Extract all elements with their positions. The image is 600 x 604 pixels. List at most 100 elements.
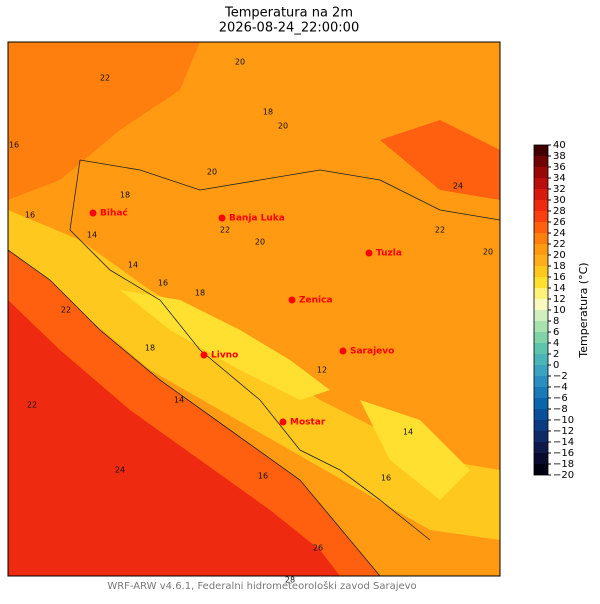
map — [8, 42, 500, 576]
colorbar-tick-label: 30 — [553, 195, 566, 206]
colorbar-band — [534, 288, 548, 299]
contour-label: 14 — [128, 261, 138, 270]
city-label: Bihać — [100, 208, 128, 219]
contour-label: 16 — [381, 474, 391, 483]
contour-label: 20 — [278, 122, 288, 131]
contour-label: 14 — [174, 396, 184, 405]
title: Temperatura na 2m — [224, 6, 353, 21]
colorbar-tick-label: 4 — [553, 338, 559, 349]
colorbar-tick-label: −12 — [553, 426, 574, 437]
contour-label: 18 — [195, 289, 205, 298]
colorbar-tick-label: 22 — [553, 239, 566, 250]
colorbar-tick-label: 36 — [553, 162, 566, 173]
colorbar-band — [534, 156, 548, 167]
colorbar-band — [534, 222, 548, 233]
warm-zone — [8, 42, 200, 200]
contour-label: 22 — [61, 306, 71, 315]
colorbar-tick-label: 26 — [553, 217, 566, 228]
contour-label: 24 — [453, 182, 463, 191]
colorbar-band — [534, 178, 548, 189]
colorbar-tick-label: 0 — [553, 360, 559, 371]
city-marker — [279, 418, 287, 426]
contour-label: 20 — [235, 58, 245, 67]
warm-zone — [380, 120, 500, 200]
footer: WRF-ARW v4.6.1, Federalni hidrometeorolo… — [107, 580, 416, 592]
colorbar-tick-label: −20 — [553, 470, 574, 481]
colorbar-tick-label: 6 — [553, 327, 559, 338]
colorbar-tick-label: 8 — [553, 316, 559, 327]
colorbar-tick-label: −14 — [553, 437, 574, 448]
colorbar-band — [534, 277, 548, 288]
city-marker — [89, 209, 97, 217]
city-marker — [218, 214, 226, 222]
colorbar-tick-label: 28 — [553, 206, 566, 217]
colorbar-tick-label: 12 — [553, 294, 566, 305]
colorbar-band — [534, 321, 548, 332]
colorbar-tick-label: −16 — [553, 448, 574, 459]
contour-label: 12 — [317, 366, 327, 375]
colorbar-tick-label: −10 — [553, 415, 574, 426]
contour-label: 16 — [9, 141, 19, 150]
colorbar-band — [534, 420, 548, 431]
cool-zone — [120, 290, 330, 400]
colorbar-band — [534, 200, 548, 211]
colorbar-tick-label: −8 — [553, 404, 568, 415]
contour-label: 16 — [258, 472, 268, 481]
colorbar-band — [534, 409, 548, 420]
city-label: Mostar — [290, 418, 326, 428]
map-frame — [7, 41, 501, 577]
colorbar-band — [534, 365, 548, 376]
colorbar-label: Temperatura (°C) — [577, 262, 590, 358]
colorbar-band — [534, 211, 548, 222]
contour-label: 22 — [435, 226, 445, 235]
contour-label: 22 — [220, 226, 230, 235]
colorbar-band — [534, 145, 548, 156]
colorbar-band — [534, 354, 548, 365]
colorbar-band — [534, 376, 548, 387]
colorbar-tick-label: 10 — [553, 305, 566, 316]
contour-label: 20 — [483, 248, 493, 257]
contour-label: 20 — [255, 238, 265, 247]
city-marker — [339, 347, 347, 355]
colorbar-tick-label: 40 — [553, 140, 566, 151]
contour-label: 22 — [27, 401, 37, 410]
city-label: Banja Luka — [229, 214, 285, 224]
contour-label: 14 — [403, 428, 413, 437]
city-label: Zenica — [299, 296, 333, 306]
contour-label: 28 — [285, 576, 295, 585]
contour-label: 18 — [263, 108, 273, 117]
border — [69, 159, 500, 541]
colorbar-tick-label: −2 — [553, 371, 568, 382]
cool-zone — [360, 400, 470, 500]
colorbar-tick-label: 18 — [553, 261, 566, 272]
colorbar-band — [534, 332, 548, 343]
contour-label: 22 — [100, 74, 110, 83]
colorbar-band — [534, 464, 548, 475]
colorbar-band — [534, 442, 548, 453]
city-marker — [200, 351, 208, 359]
contour-label: 18 — [145, 344, 155, 353]
colorbar-band — [534, 453, 548, 464]
colorbar-tick-label: −18 — [553, 459, 574, 470]
city-label: Livno — [211, 351, 238, 361]
colorbar-band — [534, 343, 548, 354]
colorbar-band — [534, 189, 548, 200]
sea — [8, 300, 340, 576]
colorbar-tick-label: 2 — [553, 349, 559, 360]
colorbar-tick-label: 38 — [553, 151, 566, 162]
contour-label: 16 — [158, 279, 168, 288]
contour-label: 14 — [87, 231, 97, 240]
contour-label: 26 — [313, 544, 323, 553]
colorbar-band — [534, 233, 548, 244]
city-marker — [288, 296, 296, 304]
city-marker — [365, 249, 373, 257]
city-label: Sarajevo — [350, 347, 394, 357]
contour-label: 24 — [115, 466, 125, 475]
colorbar-tick-label: −4 — [553, 382, 568, 393]
colorbar-band — [534, 244, 548, 255]
city-label: Tuzla — [376, 249, 402, 259]
coastline — [8, 249, 381, 576]
colorbar-band — [534, 310, 548, 321]
subtitle: 2026-08-24_22:00:00 — [219, 21, 359, 36]
colorbar-tick-label: 34 — [553, 173, 566, 184]
